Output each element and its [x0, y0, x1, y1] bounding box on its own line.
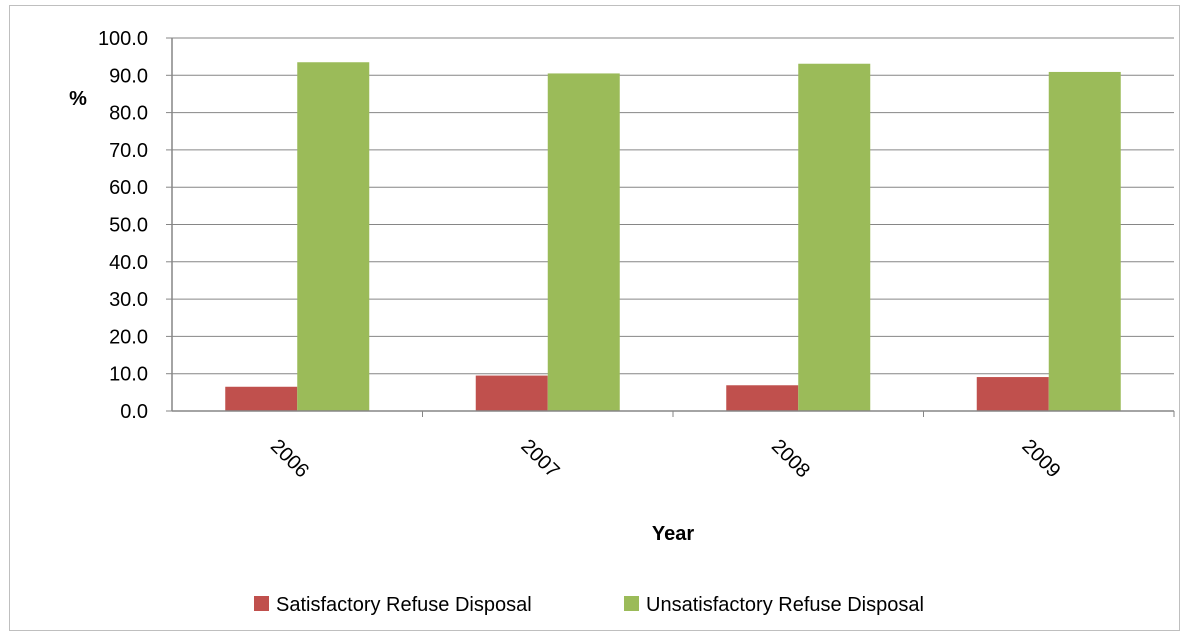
bars: [225, 62, 1121, 412]
bar-satisfactory-2008: [726, 385, 799, 411]
y-tick-label: 100.0: [98, 28, 148, 50]
y-tick-label: 60.0: [109, 177, 148, 199]
bar-unsatisfactory-2008: [798, 63, 871, 411]
x-tick-labels: 2006 2007 2008 2009: [266, 435, 1065, 482]
y-tick-label: 0.0: [120, 401, 148, 423]
y-tick-label: 20.0: [109, 326, 148, 348]
y-tick-label: 10.0: [109, 364, 148, 386]
x-tick-label: 2008: [767, 435, 814, 482]
bar-satisfactory-2007: [475, 375, 548, 411]
x-axis-title: Year: [652, 523, 694, 545]
x-tick-label: 2006: [266, 435, 313, 482]
legend-swatch: [624, 596, 639, 611]
y-tick-label: 40.0: [109, 252, 148, 274]
y-tick-label: 80.0: [109, 103, 148, 125]
axes: [171, 38, 1174, 412]
bar-satisfactory-2009: [976, 377, 1049, 411]
bar-unsatisfactory-2009: [1048, 71, 1121, 412]
y-tick-label: 70.0: [109, 140, 148, 162]
x-tick-label: 2009: [1017, 435, 1064, 482]
y-tick-label: 50.0: [109, 215, 148, 237]
legend-label: Satisfactory Refuse Disposal: [276, 594, 532, 616]
y-tick-labels: 0.0 10.0 20.0 30.0 40.0 50.0 60.0 70.0 80.0 90.0 1…: [98, 28, 148, 423]
bar-unsatisfactory-2007: [547, 73, 620, 411]
y-tick-label: 90.0: [109, 65, 148, 87]
legend: Satisfactory Refuse Disposal Unsatisfacto…: [254, 594, 924, 616]
x-tick-label: 2007: [516, 435, 563, 482]
legend-label: Unsatisfactory Refuse Disposal: [646, 594, 924, 616]
bar-unsatisfactory-2006: [297, 62, 370, 412]
bar-satisfactory-2006: [225, 386, 298, 411]
legend-swatch: [254, 596, 269, 611]
y-tick-label: 30.0: [109, 289, 148, 311]
y-axis-title: %: [69, 88, 87, 110]
